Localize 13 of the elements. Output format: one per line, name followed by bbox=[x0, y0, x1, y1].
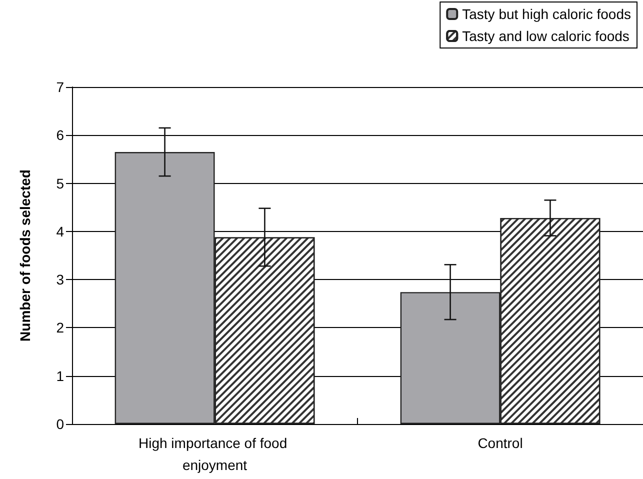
y-tick-label: 5 bbox=[56, 175, 64, 192]
legend-label: Tasty and low caloric foods bbox=[462, 28, 630, 44]
y-tick-label: 0 bbox=[56, 416, 64, 432]
y-tick-label: 1 bbox=[56, 368, 64, 384]
y-tick-label: 3 bbox=[56, 272, 64, 288]
y-tick-label: 2 bbox=[56, 320, 64, 336]
y-tick-label: 7 bbox=[56, 79, 64, 95]
y-tick-label: 4 bbox=[56, 223, 64, 240]
x-tick-label: High importance of food enjoyment bbox=[138, 435, 292, 473]
y-axis-title: Number of foods selected bbox=[17, 170, 33, 342]
y-tick-label: 6 bbox=[56, 127, 64, 144]
legend-label: Tasty but high caloric foods bbox=[462, 6, 632, 22]
x-tick-label: Control bbox=[478, 435, 523, 451]
